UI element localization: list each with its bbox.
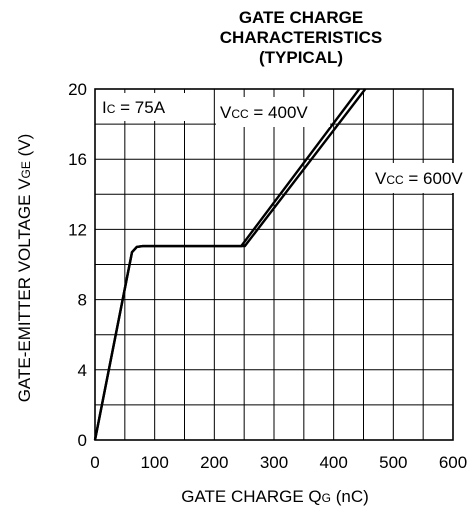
series-label-600v: VCC = 600V	[375, 169, 463, 188]
x-tick-label-200: 200	[200, 453, 228, 472]
series-label-400v: VCC = 400V	[220, 103, 308, 122]
y-axis-label: GATE-EMITTER VOLTAGE VGE (V)	[15, 134, 34, 403]
y-tick-label-16: 16	[68, 150, 87, 169]
chart-title-line-3: (TYPICAL)	[258, 48, 344, 67]
series-label-bg-600v	[370, 163, 454, 193]
series-group	[93, 88, 367, 441]
chart-title-line-2: CHARACTERISTICS	[219, 28, 383, 47]
y-tick-label-0: 0	[78, 431, 87, 450]
x-tick-label-300: 300	[260, 453, 288, 472]
x-tick-label-100: 100	[140, 453, 168, 472]
series-line-600v	[93, 88, 367, 441]
x-tick-label-600: 600	[439, 453, 467, 472]
y-tick-label-12: 12	[68, 220, 87, 239]
plot-frame	[94, 88, 454, 441]
x-tick-label-0: 0	[90, 453, 99, 472]
x-tick-label-500: 500	[379, 453, 407, 472]
condition-label: IC = 75A	[102, 98, 166, 117]
y-tick-label-8: 8	[78, 291, 87, 310]
y-tick-label-4: 4	[78, 361, 87, 380]
x-tick-labels: 0 100 200 300 400 500 600	[90, 453, 467, 472]
series-label-bg-400v	[216, 97, 330, 127]
y-tick-label-20: 20	[68, 80, 87, 99]
y-tick-labels: 0 4 8 12 16 20	[68, 80, 87, 450]
x-axis-label: GATE CHARGE QG (nC)	[181, 487, 369, 506]
condition-label-bg	[97, 93, 185, 121]
chart-title-line-1: GATE CHARGE	[238, 8, 364, 27]
x-tick-label-400: 400	[319, 453, 347, 472]
